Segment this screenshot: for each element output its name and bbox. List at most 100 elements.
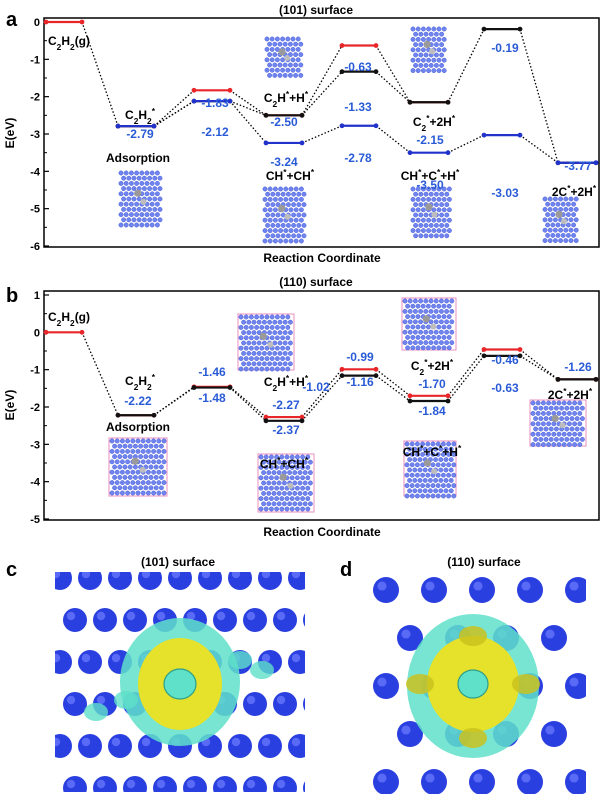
metal-atom <box>78 734 102 758</box>
panel-c-title: (101) surface <box>141 555 215 569</box>
y-tick-label: -2 <box>30 402 40 414</box>
blue-level-marker <box>115 123 121 129</box>
metal-atom <box>469 577 495 603</box>
energy-value-label: -2.27 <box>272 398 300 412</box>
red-level-marker <box>445 393 451 399</box>
metal-atom <box>93 776 117 792</box>
state-label-c2h-h: C2H*+H* <box>264 373 309 393</box>
pathway-connector <box>301 125 343 144</box>
metal-atom <box>93 608 117 632</box>
pathway-connector <box>229 387 267 422</box>
pathway-connector <box>519 28 559 163</box>
blue-level-marker <box>263 140 269 146</box>
black-level-marker <box>517 26 523 32</box>
black-level-marker <box>407 398 413 404</box>
red-level-marker <box>227 87 233 93</box>
energy-value-label: -3.24 <box>270 155 298 169</box>
red-level-marker <box>79 19 85 25</box>
y-tick-label: -3 <box>30 129 40 141</box>
energy-value-label: -1.70 <box>418 377 446 391</box>
state-label-c2-2h: C2*+2H* <box>413 113 456 133</box>
pathway-connector <box>519 355 559 380</box>
metal-atom <box>303 613 305 627</box>
black-level-marker <box>481 353 487 359</box>
blue-level-marker <box>299 140 305 146</box>
metal-atom <box>108 734 132 758</box>
pathway-connector <box>81 332 119 416</box>
blue-level-marker <box>227 98 233 104</box>
black-level-marker <box>373 373 379 379</box>
panel-d-title: (110) surface <box>447 555 521 569</box>
y-tick-label: -2 <box>30 92 40 104</box>
y-tick-label: -5 <box>30 204 40 216</box>
metal-atom <box>541 721 567 747</box>
metal-atom <box>55 572 72 590</box>
panel-b-title: (110) surface <box>279 275 353 289</box>
blue-level-marker <box>445 150 451 156</box>
black-level-marker <box>339 373 345 379</box>
energy-value-label: -1.83 <box>201 96 229 110</box>
metal-atom <box>183 776 207 792</box>
metal-atom <box>63 776 87 792</box>
structure-thumbnail <box>401 297 457 351</box>
pathway-connector <box>301 375 343 422</box>
pathway-connector <box>229 386 267 418</box>
energy-value-label: -0.99 <box>346 350 374 364</box>
state-label-ch-c-h: CH*+C*+H* <box>403 443 462 459</box>
metal-atom <box>228 572 252 590</box>
metal-atom <box>228 734 252 758</box>
structure-thumbnail <box>257 453 315 513</box>
red-level-marker <box>407 393 413 399</box>
panel-c: c (101) surface <box>6 555 305 792</box>
isosurface-lobe <box>459 728 487 748</box>
metal-atom <box>373 769 399 794</box>
metal-atom <box>421 577 447 603</box>
isosurface-lobe <box>84 703 108 721</box>
panel-d-charge-density-image <box>372 572 586 794</box>
structure-thumbnail <box>529 399 587 447</box>
metal-atom <box>373 577 399 603</box>
panel-b-xlabel: Reaction Coordinate <box>263 525 381 539</box>
metal-atom <box>303 697 305 711</box>
metal-atom <box>373 673 399 699</box>
black-level-marker <box>407 99 413 105</box>
black-level-marker <box>445 99 451 105</box>
state-label-2c-2h: 2C*+2H* <box>552 183 597 199</box>
black-level-marker <box>517 353 523 359</box>
pathway-connector <box>153 100 195 127</box>
structure-thumbnail <box>118 170 163 228</box>
energy-value-label: -1.46 <box>198 365 226 379</box>
pathway-connector <box>375 45 411 103</box>
pathway-connector <box>81 21 119 127</box>
y-tick-label: -1 <box>30 54 40 66</box>
energy-value-label: -2.79 <box>126 127 154 141</box>
energy-value-label: -0.63 <box>344 60 372 74</box>
y-tick-label: 0 <box>34 17 40 29</box>
pathway-connector <box>301 45 343 116</box>
metal-atom <box>123 776 147 792</box>
energy-value-label: -1.26 <box>564 360 592 374</box>
black-level-marker <box>115 412 121 418</box>
panel-b-y-axis: 1 0 -1 -2 -3 -4 -5 <box>30 290 49 526</box>
pathway-connector <box>153 89 195 127</box>
structure-thumbnail <box>410 26 447 74</box>
isosurface-lobe <box>114 691 138 709</box>
blue-level-marker <box>517 132 523 138</box>
state-label-adsorption: Adsorption <box>106 151 170 165</box>
black-level-marker <box>299 112 305 118</box>
red-level-marker <box>481 347 487 352</box>
panel-a-structures <box>118 26 579 244</box>
metal-atom <box>213 776 237 792</box>
metal-atom <box>517 769 543 794</box>
black-level-marker <box>191 385 197 390</box>
metal-atom <box>258 734 282 758</box>
pathway-connector <box>447 28 485 103</box>
black-level-marker <box>263 112 269 118</box>
pathway-connector <box>519 348 559 380</box>
metal-atom <box>517 577 543 603</box>
red-level-marker <box>263 414 269 420</box>
structure-thumbnail <box>410 186 452 239</box>
energy-value-label: -2.22 <box>124 394 152 408</box>
panel-c-charge-density-image <box>55 572 305 792</box>
